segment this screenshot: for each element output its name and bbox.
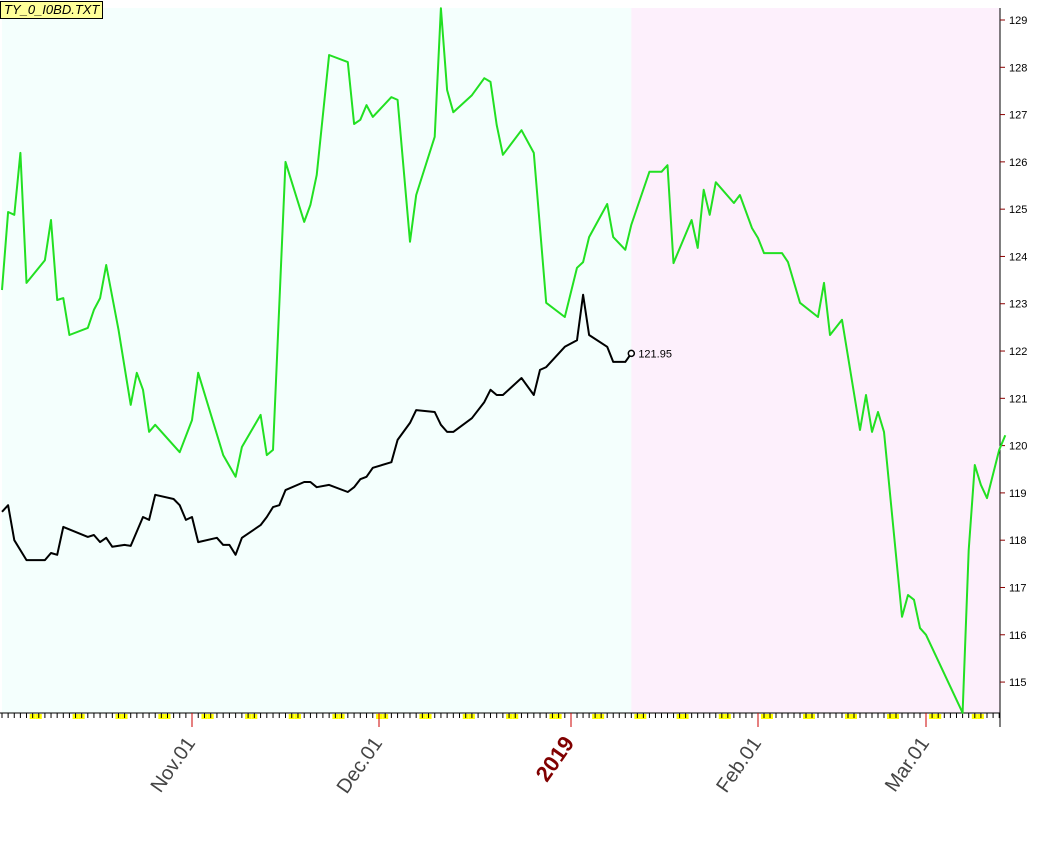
y-tick-label: 115 <box>1009 677 1027 689</box>
y-tick-label: 125 <box>1009 204 1027 216</box>
y-tick-label: 126 <box>1009 157 1027 169</box>
series-line-green <box>1 7 1007 714</box>
y-tick-label: 120 <box>1009 441 1027 453</box>
background-region <box>631 8 1000 713</box>
y-tick-label: 119 <box>1009 488 1027 500</box>
y-tick-label: 122 <box>1009 346 1027 358</box>
y-tick-label: 123 <box>1009 299 1027 311</box>
y-tick-label: 129 <box>1009 15 1027 27</box>
y-tick-label: 121 <box>1009 393 1027 405</box>
x-tick-label: Dec.01 <box>333 733 387 798</box>
y-tick-label: 127 <box>1009 110 1027 122</box>
background-region <box>2 8 632 713</box>
end-point-marker <box>627 349 636 358</box>
y-tick-label: 118 <box>1009 535 1027 547</box>
x-tick-label: Mar.01 <box>881 733 934 796</box>
series-line-black <box>1 293 633 562</box>
x-tick-label: Feb.01 <box>712 733 766 797</box>
y-tick-label: 124 <box>1009 251 1027 263</box>
chart-title: TY_0_I0BD.TXT <box>0 1 104 19</box>
x-tick-label: Nov.01 <box>147 733 201 796</box>
y-tick-label: 128 <box>1009 62 1027 74</box>
y-tick-label: 117 <box>1009 582 1027 594</box>
end-value-label: 121.95 <box>638 348 672 360</box>
x-tick-label: 2019 <box>531 732 580 786</box>
y-tick-label: 116 <box>1009 630 1027 642</box>
